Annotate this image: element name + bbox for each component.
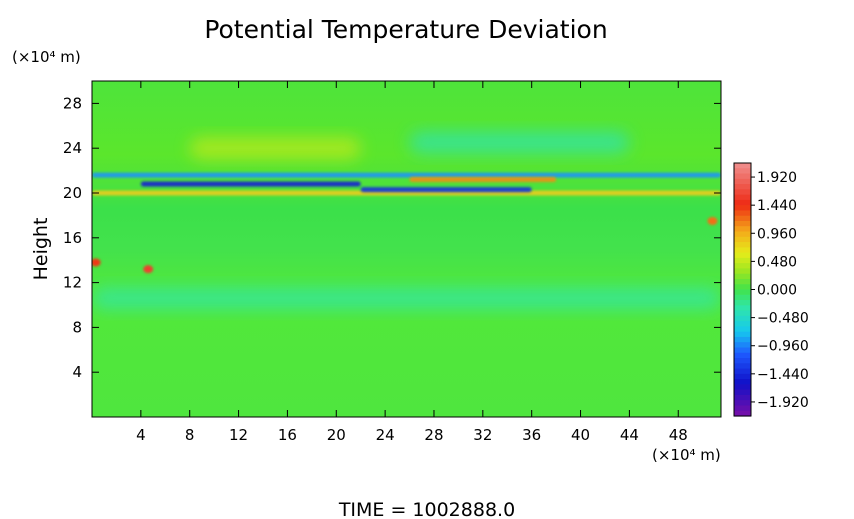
- colorbar-cell: [734, 168, 751, 175]
- time-readout: TIME = 1002888.0: [338, 499, 515, 519]
- field-band: [409, 131, 630, 154]
- field-band: [360, 187, 532, 193]
- colorbar-cell: [734, 226, 751, 233]
- colorbar-label: 0.960: [757, 226, 797, 242]
- x-tick-label: 32: [473, 426, 492, 444]
- colorbar-cell: [734, 178, 751, 185]
- colorbar-label: −0.480: [757, 311, 809, 327]
- colorbar-cell: [734, 384, 751, 391]
- colorbar-cell: [734, 379, 751, 385]
- colorbar-cell: [734, 321, 751, 327]
- colorbar-cell: [734, 394, 751, 401]
- field-cell: [707, 217, 718, 225]
- colorbar-cell: [734, 236, 751, 243]
- x-tick-label: 48: [669, 426, 688, 444]
- x-tick-label: 8: [185, 426, 195, 444]
- colorbar-cell: [734, 215, 751, 222]
- colorbar-cell: [734, 210, 751, 217]
- field-band: [92, 190, 721, 196]
- colorbar-label: 0.000: [757, 283, 797, 299]
- field-background: [92, 81, 721, 417]
- field-band: [409, 177, 557, 183]
- x-tick-label: 24: [376, 426, 395, 444]
- field-cell: [143, 265, 154, 274]
- y-tick-label: 16: [63, 229, 82, 247]
- field-band: [92, 172, 721, 178]
- colorbar-cell: [734, 205, 751, 212]
- y-tick-label: 8: [72, 318, 82, 336]
- x-unit-label: (×10⁴ m): [652, 446, 721, 464]
- colorbar-cell: [734, 310, 751, 317]
- field-cell: [92, 258, 101, 267]
- colorbar-cell: [734, 273, 751, 280]
- colorbar-cell: [734, 278, 751, 285]
- plot-frame: [91, 80, 722, 418]
- colorbar-cell: [734, 373, 751, 380]
- y-tick-label: 24: [63, 139, 82, 157]
- colorbar-cell: [734, 289, 751, 296]
- x-tick-label: 4: [136, 426, 146, 444]
- colorbar-cell: [734, 199, 751, 206]
- colorbar-cell: [734, 305, 751, 312]
- colorbar-cell: [734, 342, 751, 349]
- colorbar-label: 0.480: [757, 254, 797, 270]
- x-tick-label: 36: [522, 426, 541, 444]
- field-band: [189, 137, 361, 160]
- x-tick-label: 20: [327, 426, 346, 444]
- colorbar-cell: [734, 347, 751, 354]
- colorbar-cell: [734, 231, 751, 238]
- colorbar-label: −1.440: [757, 367, 809, 383]
- colorbar-cell: [734, 220, 751, 227]
- colorbar-cell: [734, 400, 751, 407]
- colorbar-label: −0.960: [757, 339, 809, 355]
- colorbar-label: −1.920: [757, 395, 809, 411]
- colorbar-cell: [734, 268, 751, 275]
- field-band: [92, 287, 721, 310]
- colorbar-cell: [734, 184, 751, 190]
- colorbar-cell: [734, 194, 751, 201]
- colorbar-cell: [734, 358, 751, 364]
- colorbar-cell: [734, 410, 751, 417]
- x-tick-label: 16: [278, 426, 297, 444]
- colorbar-label: 1.440: [757, 198, 797, 214]
- x-tick-label: 40: [571, 426, 590, 444]
- colorbar-cell: [734, 294, 751, 301]
- colorbar-cell: [734, 263, 751, 270]
- y-unit-label: (×10⁴ m): [12, 48, 81, 66]
- colorbar-cell: [734, 405, 751, 412]
- y-tick-label: 20: [63, 184, 82, 202]
- colorbar-cell: [734, 163, 751, 169]
- colorbar-cell: [734, 173, 751, 180]
- x-tick-label: 44: [620, 426, 639, 444]
- colorbar-cell: [734, 315, 751, 322]
- y-tick-label: 12: [63, 274, 82, 292]
- colorbar-cell: [734, 336, 751, 343]
- colorbar-cell: [734, 389, 751, 396]
- y-tick-label: 28: [63, 94, 82, 112]
- chart-title: Potential Temperature Deviation: [204, 15, 607, 44]
- colorbar-cell: [734, 331, 751, 338]
- colorbar-cell: [734, 252, 751, 259]
- field-band: [140, 181, 361, 187]
- colorbar-cell: [734, 247, 751, 254]
- colorbar-cell: [734, 242, 751, 248]
- colorbar-cell: [734, 189, 751, 196]
- y-axis-label: Height: [30, 218, 52, 281]
- colorbar-cell: [734, 257, 751, 264]
- colorbar-cell: [734, 352, 751, 359]
- heatmap-field: [92, 81, 721, 417]
- colorbar: 1.920 1.440 0.960 0.480 0.000 −0.480 −0.960 −1.…: [733, 162, 809, 417]
- colorbar-cell: [734, 363, 751, 370]
- colorbar-cell: [734, 326, 751, 333]
- colorbar-cell: [734, 368, 751, 375]
- colorbar-cell: [734, 284, 751, 291]
- x-tick-label: 28: [424, 426, 443, 444]
- colorbar-cell: [734, 300, 751, 306]
- colorbar-label: 1.920: [757, 170, 797, 186]
- x-tick-label: 12: [229, 426, 248, 444]
- y-tick-label: 4: [72, 363, 82, 381]
